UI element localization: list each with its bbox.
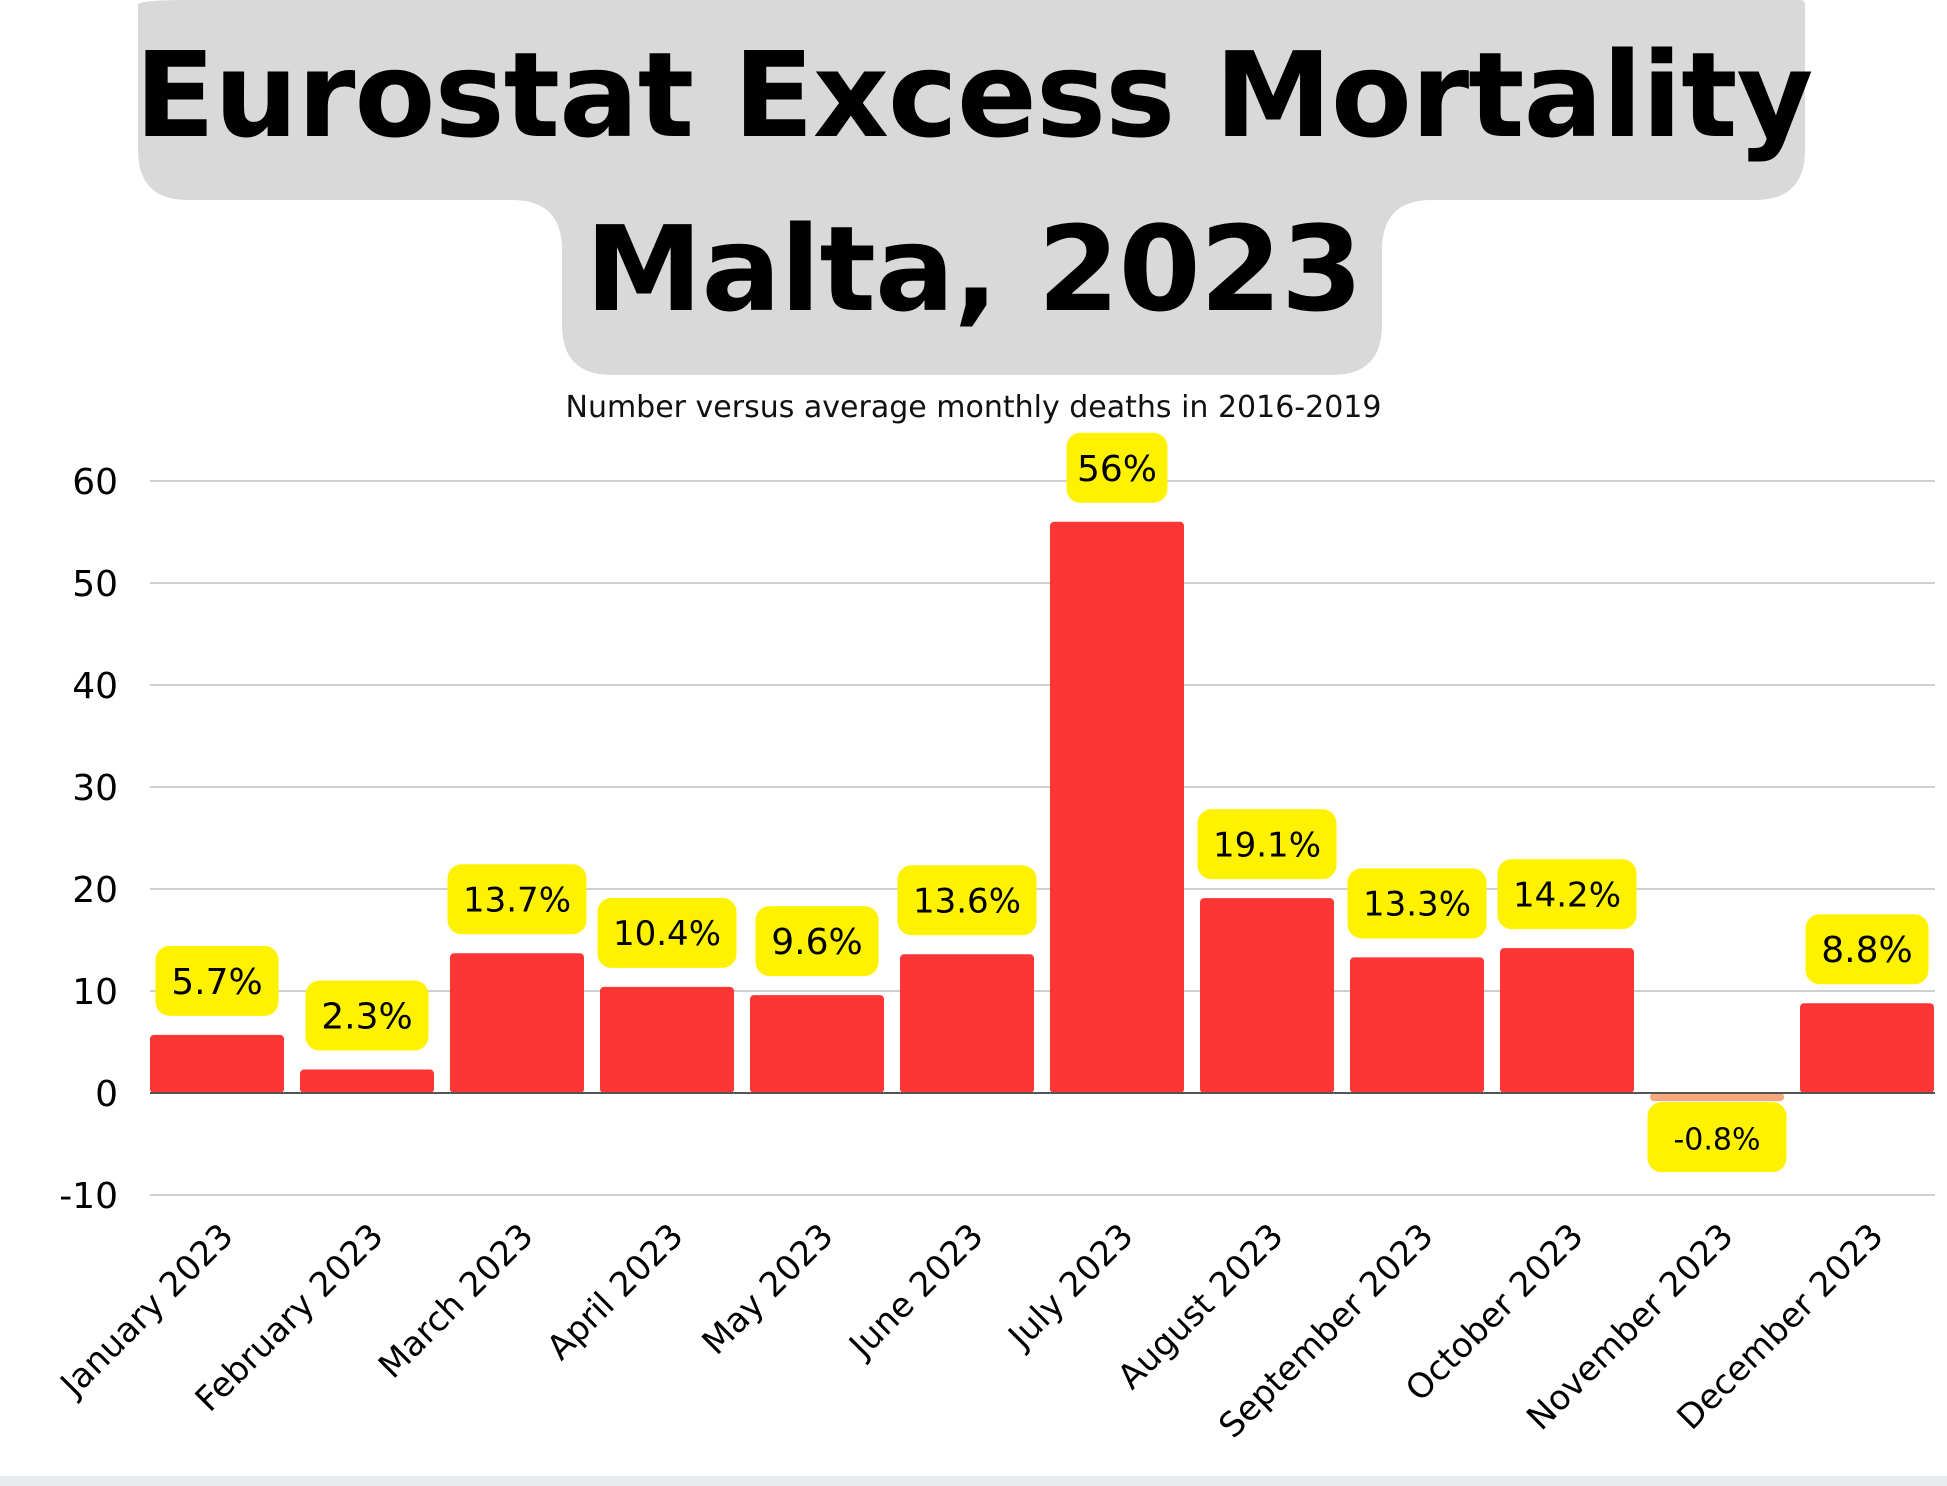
bar: [600, 986, 734, 1093]
data-label-text: 5.7%: [171, 962, 262, 1003]
bar: [150, 1034, 284, 1093]
data-label-text: 9.6%: [771, 922, 862, 963]
data-label-text: 19.1%: [1213, 825, 1321, 865]
data-label-background: [1066, 432, 1168, 503]
data-label-text: 13.3%: [1363, 885, 1471, 925]
x-tick-label: April 2023: [539, 1216, 691, 1368]
bar: [1650, 1093, 1784, 1102]
data-label: 56%: [1066, 432, 1168, 503]
data-label: 13.7%: [447, 864, 587, 935]
bar: [750, 995, 884, 1093]
data-label-text: 8.8%: [1821, 930, 1912, 971]
data-label-text: 10.4%: [613, 914, 721, 954]
data-label: 13.3%: [1347, 868, 1487, 939]
chart-subtitle: Number versus average monthly deaths in …: [565, 390, 1382, 425]
chart-title-line-2: Malta, 2023: [585, 200, 1363, 338]
bar: [1800, 1003, 1934, 1093]
x-tick-label: May 2023: [695, 1216, 842, 1363]
data-label-background: [755, 906, 879, 977]
gridlines: [150, 480, 1935, 1196]
title-background-shape: [138, 0, 1805, 375]
data-label-background: [155, 945, 279, 1016]
data-label: 5.7%: [155, 945, 279, 1016]
y-tick-label: 10: [72, 972, 118, 1013]
data-label: 19.1%: [1197, 809, 1337, 880]
x-tick-label: July 2023: [1000, 1216, 1142, 1358]
data-labels: 5.7% 2.3% 13.7% 10.4% 9.6% 13.6% 56% 19.1% 13.3%…: [155, 432, 1929, 1173]
data-label-background: [897, 865, 1037, 936]
y-tick-label: 20: [72, 870, 118, 911]
data-label-text: 2.3%: [321, 997, 412, 1038]
data-label: 10.4%: [597, 897, 737, 968]
bar: [1200, 898, 1334, 1093]
y-tick-label: -10: [59, 1176, 118, 1217]
data-label-text: 13.6%: [913, 882, 1021, 922]
y-tick-label: 30: [72, 768, 118, 809]
bar: [900, 954, 1034, 1093]
y-tick-label: 0: [95, 1074, 118, 1115]
data-label: 14.2%: [1497, 859, 1637, 930]
y-axis-ticks: 60 50 40 30 20 10 0 -10: [59, 462, 118, 1217]
y-tick-label: 40: [72, 666, 118, 707]
data-label-background: [1347, 868, 1487, 939]
y-tick-label: 50: [72, 564, 118, 605]
x-tick-label: June 2023: [840, 1216, 991, 1367]
data-label-background: [305, 980, 429, 1051]
data-label-background: [447, 864, 587, 935]
x-tick-label: March 2023: [371, 1216, 541, 1386]
bar: [1050, 521, 1184, 1093]
data-label-text: 14.2%: [1513, 875, 1621, 915]
bar: [450, 953, 584, 1093]
data-label-background: [1805, 914, 1929, 985]
y-tick-label: 60: [72, 462, 118, 503]
bar: [300, 1069, 434, 1093]
title-background: [138, 0, 1805, 375]
data-label-text: 13.7%: [463, 881, 571, 921]
bar: [1350, 957, 1484, 1093]
data-label: -0.8%: [1647, 1102, 1787, 1173]
data-label-background: [1647, 1102, 1787, 1173]
data-label-background: [1197, 809, 1337, 880]
bar: [1500, 948, 1634, 1093]
bars: [150, 521, 1934, 1102]
data-label: 8.8%: [1805, 914, 1929, 985]
bottom-strip: [0, 1476, 1947, 1486]
data-label-background: [597, 897, 737, 968]
data-label-text: -0.8%: [1673, 1122, 1760, 1157]
chart-title-line-1: Eurostat Excess Mortality: [134, 26, 1814, 164]
data-label: 9.6%: [755, 906, 879, 977]
data-label: 13.6%: [897, 865, 1037, 936]
data-label: 2.3%: [305, 980, 429, 1051]
data-label-text: 56%: [1077, 449, 1157, 490]
data-label-background: [1497, 859, 1637, 930]
